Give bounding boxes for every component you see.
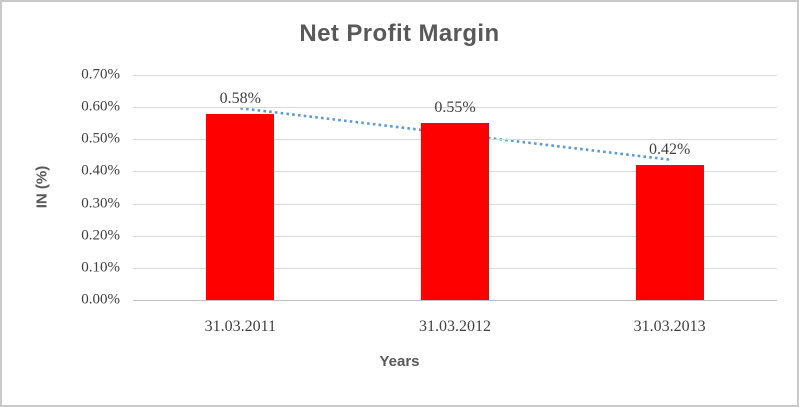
plot-area: 0.58% 0.55% 0.42% — [133, 75, 777, 301]
bar-31.03.2011 — [206, 113, 275, 300]
y-tick-label: 0.60% — [81, 98, 120, 115]
y-tick-label: 0.30% — [81, 195, 120, 212]
x-tick-label: 31.03.2011 — [204, 318, 277, 335]
y-tick-label: 0.50% — [81, 130, 120, 147]
data-label: 0.55% — [434, 99, 476, 117]
x-tick-label: 31.03.2013 — [633, 318, 706, 335]
y-tick-label: 0.20% — [81, 227, 120, 244]
y-tick-label: 0.10% — [81, 259, 120, 276]
y-tick-label: 0.00% — [81, 291, 120, 308]
data-label: 0.58% — [219, 89, 261, 107]
chart-title: Net Profit Margin — [299, 20, 500, 47]
bar-31.03.2012 — [421, 123, 489, 300]
gridline — [133, 107, 777, 109]
x-tick-label: 31.03.2012 — [419, 318, 491, 335]
bar-31.03.2013 — [635, 165, 704, 300]
gridline — [133, 75, 777, 76]
y-tick-label: 0.40% — [81, 162, 120, 179]
x-axis-title: Years — [379, 353, 420, 370]
data-label: 0.42% — [648, 141, 691, 158]
y-tick-label: 0.70% — [81, 66, 120, 83]
